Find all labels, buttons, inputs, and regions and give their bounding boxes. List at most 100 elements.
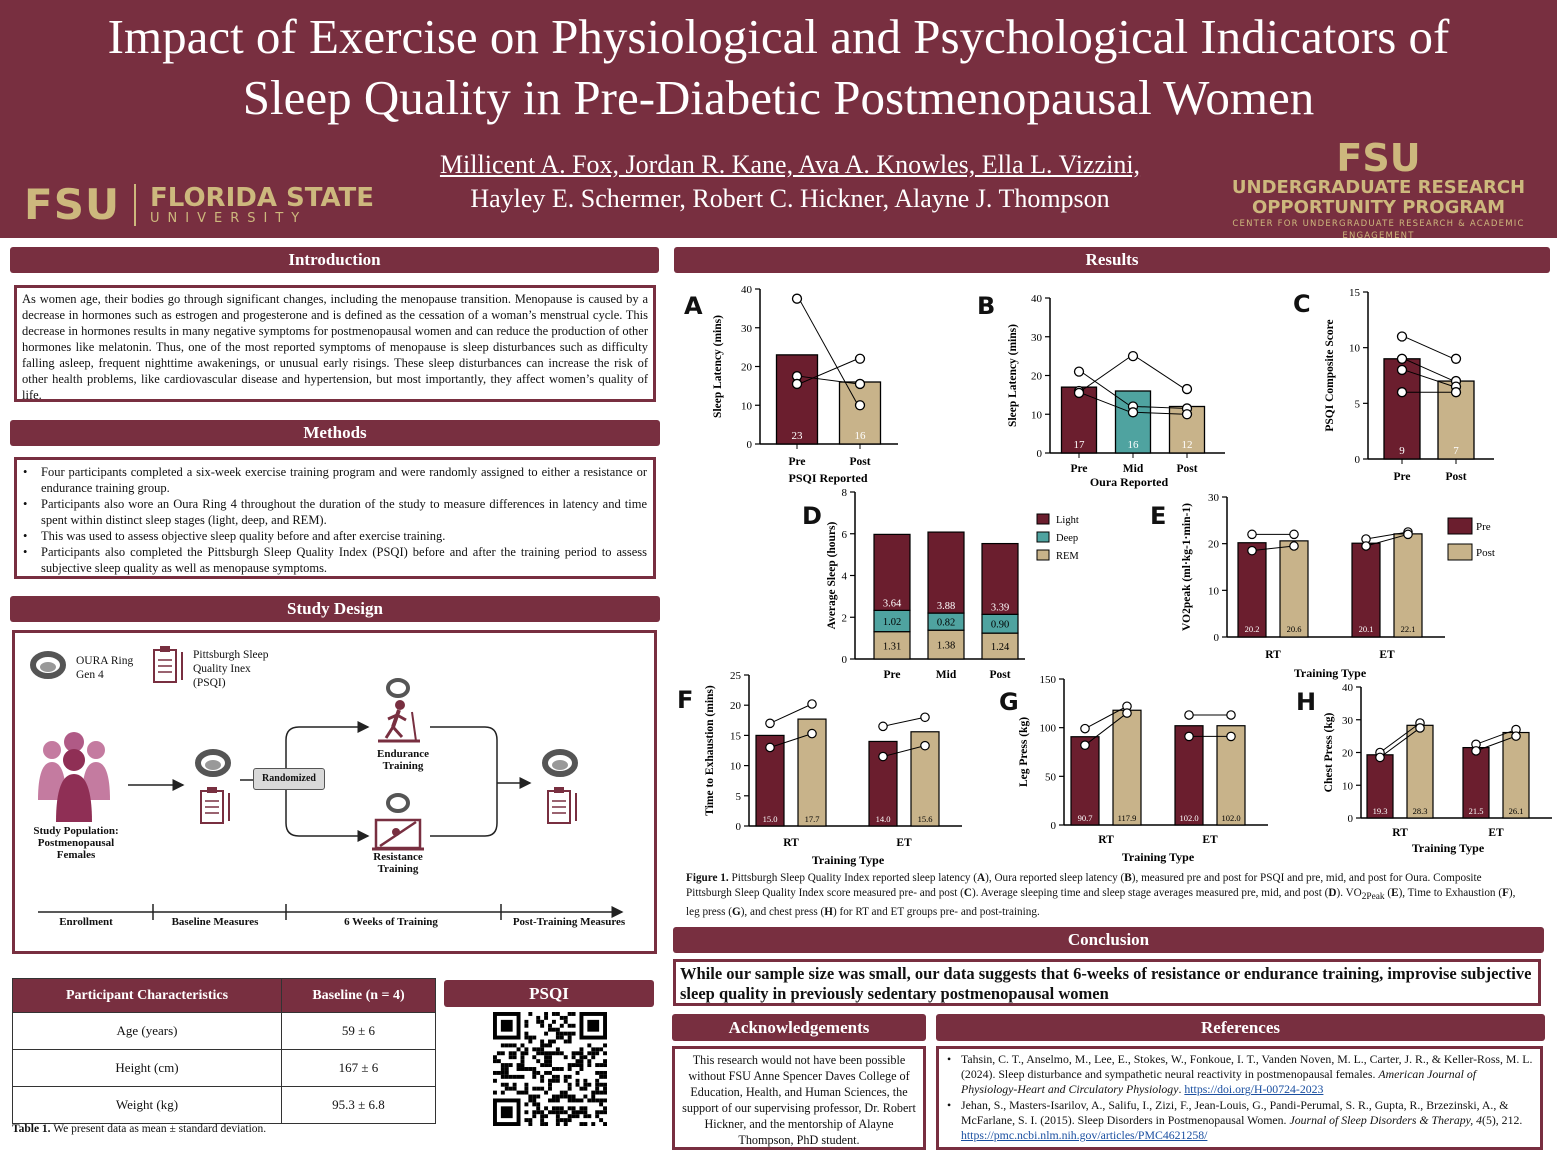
qr-module — [603, 1098, 607, 1103]
qr-module — [551, 1094, 556, 1099]
qr-module — [532, 1070, 537, 1075]
qr-module — [540, 1063, 545, 1068]
qr-module — [528, 1035, 533, 1040]
qr-module — [528, 1094, 533, 1099]
y-axis-label-D: Average Sleep (hours) — [826, 521, 838, 629]
poster-title: Impact of Exercise on Physiological and … — [107, 9, 1450, 125]
data-point-H — [1471, 746, 1481, 756]
qr-module — [532, 1102, 537, 1107]
qr-code-icon[interactable] — [493, 1012, 607, 1126]
qr-module — [544, 1059, 549, 1064]
stacked-bar-segment-rem — [873, 631, 911, 660]
qr-module — [548, 1027, 552, 1032]
qr-module — [508, 1055, 513, 1060]
qr-module — [587, 1063, 592, 1068]
qr-module — [555, 1027, 560, 1032]
reference-link[interactable]: https://pmc.ncbi.nlm.nih.gov/articles/PM… — [961, 1128, 1208, 1143]
qr-module — [571, 1055, 576, 1060]
qr-module — [500, 1074, 505, 1079]
y-tick-label-G: 0 — [1051, 820, 1057, 832]
participant-line-B — [1080, 392, 1132, 413]
data-point-B — [1127, 350, 1139, 362]
y-tick-label-D: 0 — [842, 654, 848, 666]
bar-C — [1383, 358, 1421, 460]
timeline-label-post: Post-Training Measures — [512, 916, 626, 928]
data-point-C — [1450, 353, 1462, 364]
urop-logo: FSU UNDERGRADUATE RESEARCH OPPORTUNITY P… — [1231, 136, 1526, 241]
qr-module — [571, 1051, 576, 1056]
y-tick-label-B: 20 — [1031, 371, 1043, 383]
legend-label-light: Light — [1056, 515, 1079, 526]
qr-module — [555, 1067, 560, 1071]
data-point-F — [920, 712, 930, 723]
qr-module — [591, 1090, 596, 1095]
qr-module — [571, 1063, 576, 1068]
y-tick-label-A: 40 — [741, 284, 753, 296]
x-tick-label-A: Pre — [788, 456, 805, 468]
y-tick-label-D: 4 — [842, 571, 848, 583]
bar-value-label-H: 19.3 — [1373, 806, 1388, 816]
author-list: Millicent A. Fox, Jordan R. Kane, Ava A.… — [439, 150, 1141, 213]
qr-module — [528, 1098, 533, 1103]
data-point-G — [1122, 708, 1132, 718]
qr-module — [571, 1110, 576, 1115]
qr-module — [587, 1098, 592, 1103]
qr-module — [591, 1051, 596, 1056]
qr-module — [583, 1086, 588, 1091]
reference-item: Tahsin, C. T., Anselmo, M., Lee, E., Sto… — [945, 1052, 1534, 1098]
qr-module — [520, 1090, 525, 1095]
stacked-bar-segment-light — [981, 542, 1019, 615]
qr-module — [595, 1110, 600, 1115]
qr-module — [551, 1039, 556, 1044]
ring-icon — [195, 749, 231, 777]
data-point-F — [765, 742, 775, 753]
data-point-B — [1073, 366, 1085, 377]
qr-module — [563, 1078, 568, 1083]
x-tick-label-G: ET — [1202, 834, 1218, 846]
participant-line-H — [1475, 735, 1517, 752]
population-label: Study Population: Postmenopausal Females — [33, 825, 119, 861]
qr-module — [591, 1122, 596, 1126]
qr-module — [551, 1067, 556, 1071]
participant-line-A — [798, 358, 859, 385]
data-point-C — [1450, 387, 1462, 398]
qr-module — [567, 1094, 572, 1099]
qr-module — [512, 1086, 517, 1091]
merge-line — [430, 726, 498, 837]
qr-module — [504, 1067, 509, 1071]
y-tick-label-A: 20 — [741, 362, 753, 374]
data-point-F — [878, 721, 888, 732]
participant-line-E — [1251, 545, 1295, 552]
qr-module — [591, 1094, 596, 1099]
qr-module — [579, 1063, 584, 1068]
qr-module — [540, 1122, 545, 1126]
qr-module — [555, 1114, 560, 1119]
qr-module — [595, 1078, 600, 1083]
qr-module — [516, 1090, 521, 1095]
participant-line-E — [1365, 533, 1409, 547]
qr-module — [520, 1063, 525, 1068]
qr-module — [575, 1051, 580, 1056]
qr-module — [536, 1070, 541, 1075]
qr-module — [504, 1043, 509, 1048]
y-tick-label-A: 30 — [741, 323, 753, 335]
qr-module — [583, 1122, 588, 1126]
qr-module — [548, 1082, 552, 1087]
segment-value-label: 1.31 — [883, 641, 901, 652]
qr-module — [512, 1043, 517, 1048]
panel-letter-b: B — [977, 292, 996, 320]
x-axis-label-F: Training Type — [812, 853, 885, 867]
qr-module — [583, 1055, 588, 1060]
y-tick-label-D: 2 — [842, 612, 848, 624]
qr-module — [603, 1051, 607, 1056]
qr-module — [567, 1118, 572, 1123]
qr-module — [599, 1102, 604, 1107]
qr-module — [567, 1114, 572, 1119]
data-point-G — [1184, 731, 1194, 742]
qr-module — [563, 1074, 568, 1079]
fsu-name: FLORIDA STATE UNIVERSITY — [150, 182, 375, 226]
y-tick-label-A: 0 — [747, 439, 753, 451]
qr-module — [504, 1063, 509, 1068]
reference-link[interactable]: https://doi.org/H-00724-2023 — [1184, 1082, 1324, 1097]
qr-module — [559, 1067, 564, 1071]
